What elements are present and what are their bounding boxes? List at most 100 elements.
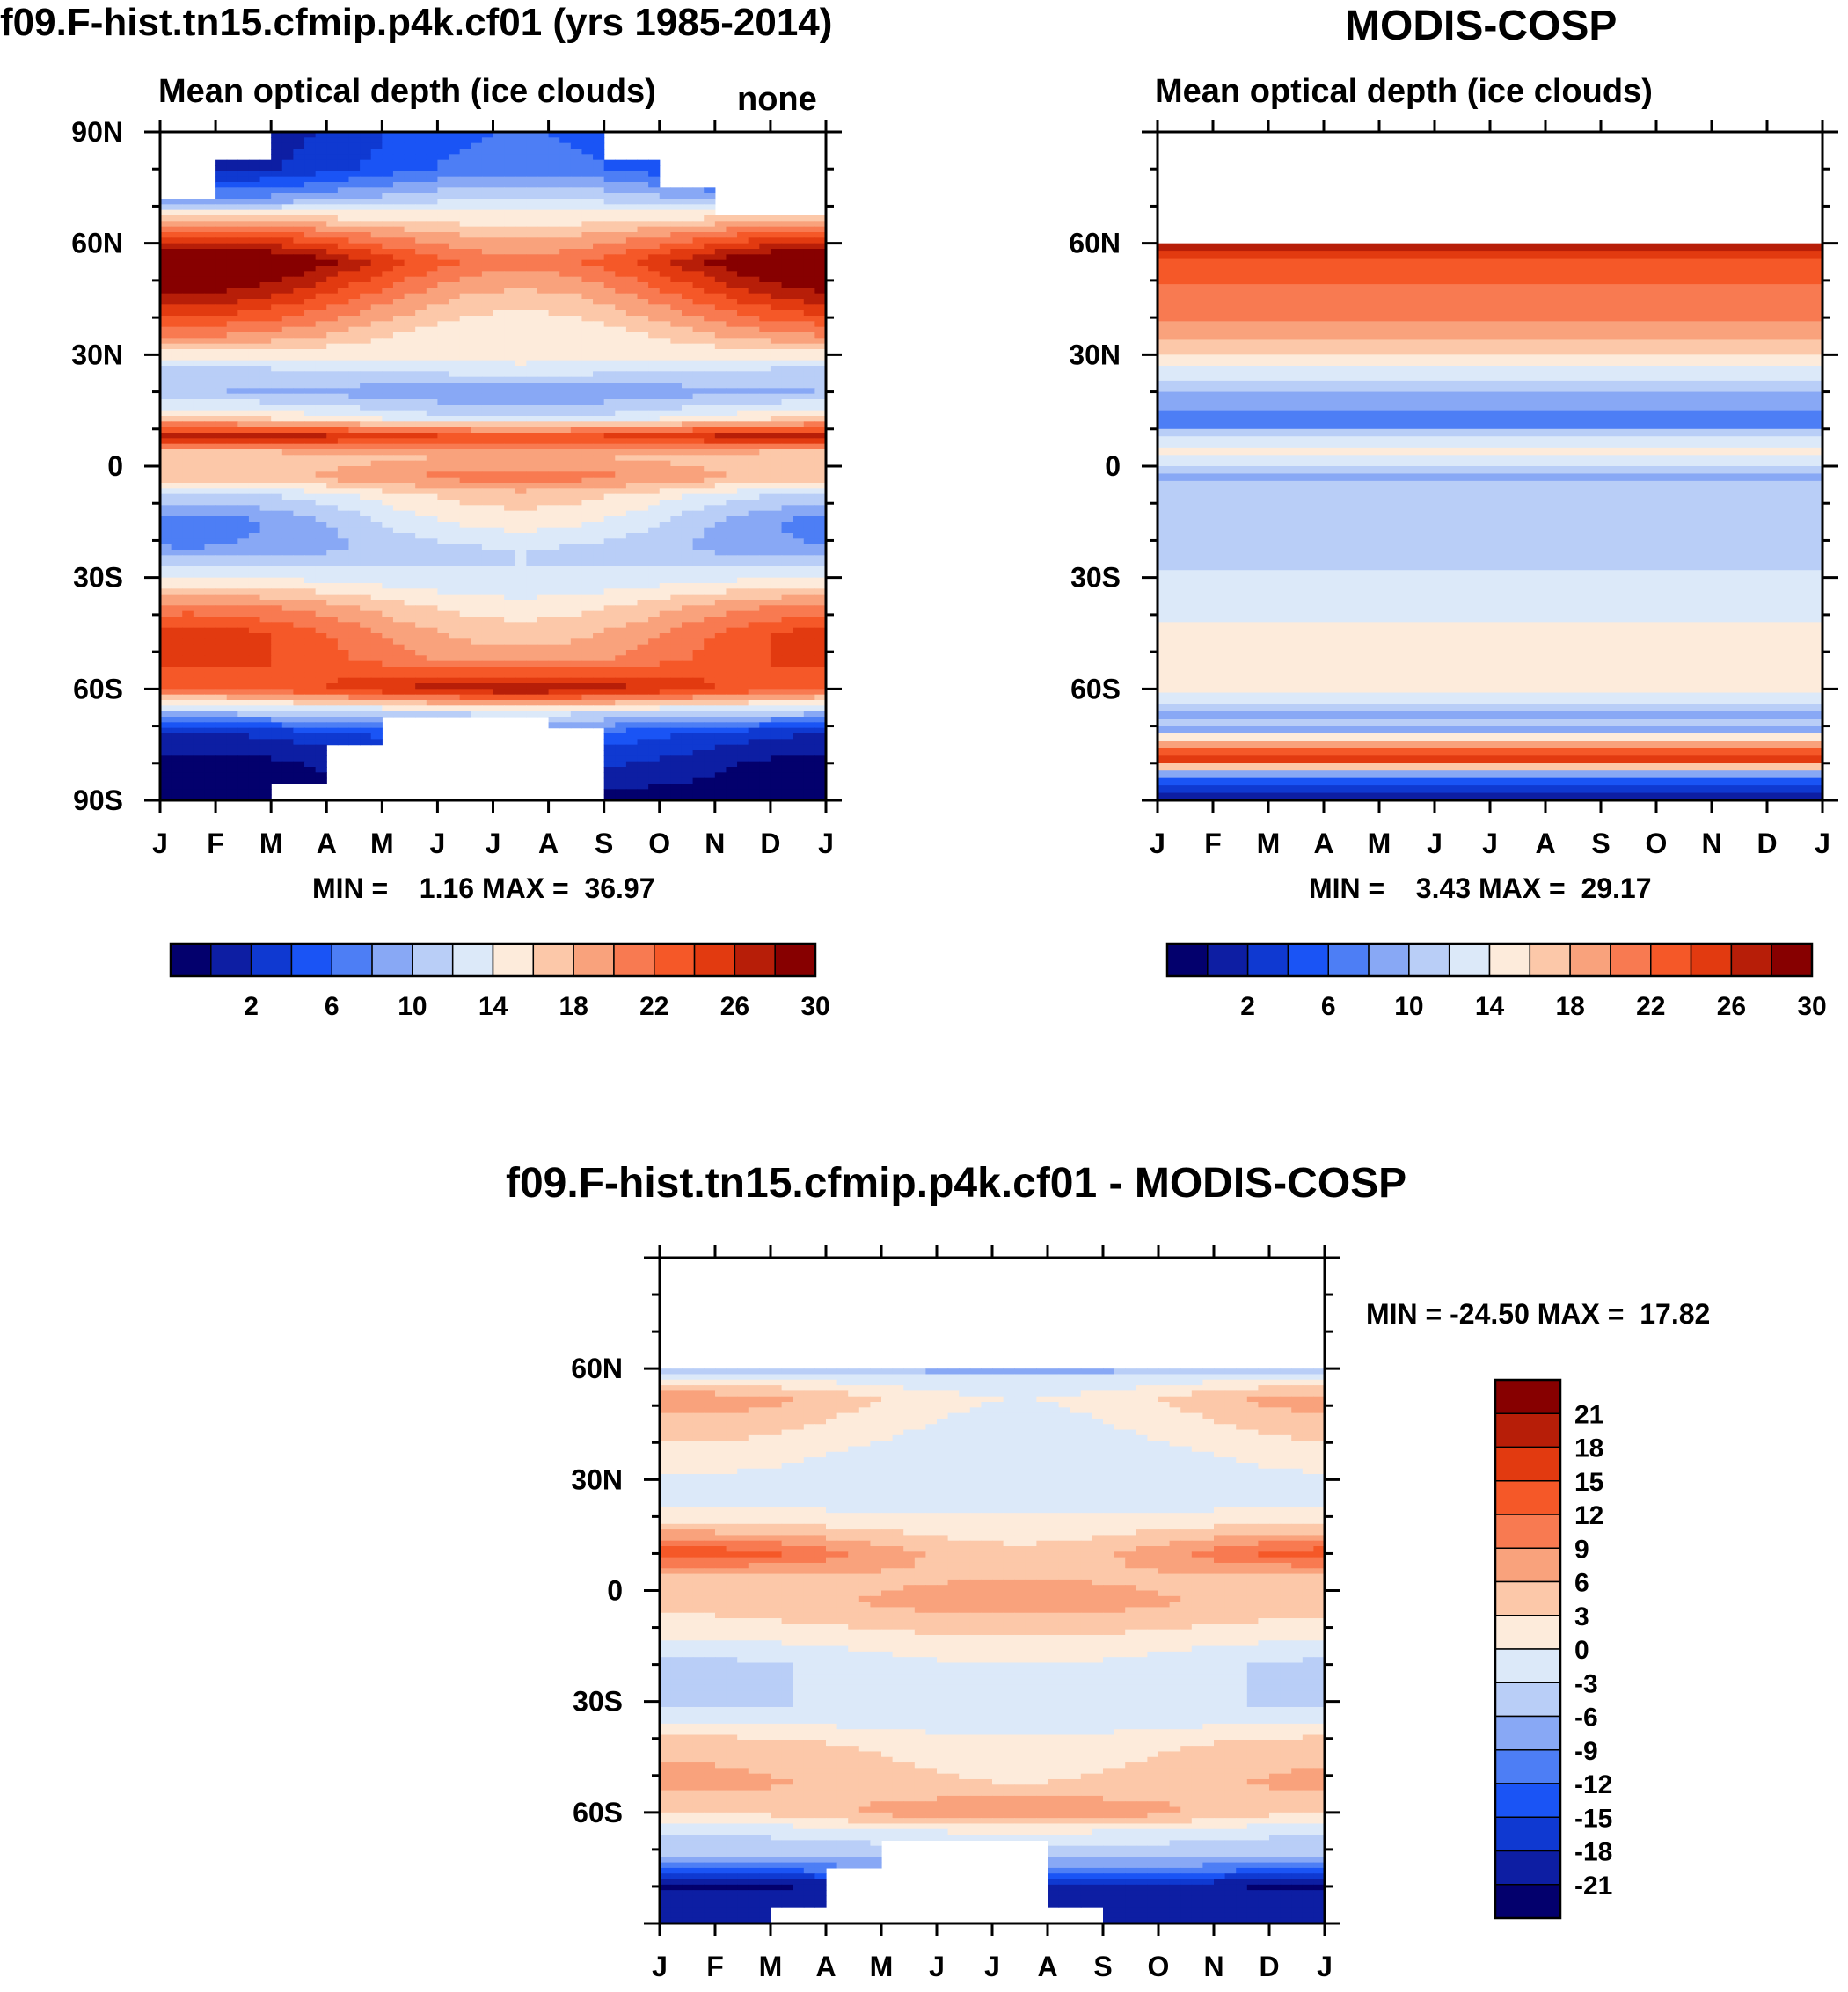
contour-cell — [481, 460, 494, 467]
contour-cell — [603, 533, 616, 539]
contour-cell — [326, 299, 339, 305]
contour-cell — [248, 405, 261, 412]
contour-cell — [404, 438, 416, 445]
contour-cell — [670, 243, 683, 250]
contour-cell — [793, 282, 805, 288]
contour-cell — [814, 488, 827, 495]
contour-cell — [259, 299, 272, 305]
contour-cell — [793, 527, 805, 534]
contour-cell — [382, 527, 394, 534]
contour-cell — [648, 617, 661, 623]
contour-cell — [581, 371, 594, 378]
contour-cell — [781, 493, 793, 500]
contour-cell — [493, 316, 505, 322]
contour-cell — [281, 221, 294, 228]
contour-cell — [593, 588, 605, 595]
contour-cell — [404, 271, 416, 278]
contour-cell — [603, 493, 616, 500]
contour-cell — [426, 416, 439, 422]
contour-cell — [248, 187, 261, 194]
contour-cell — [781, 572, 793, 579]
contour-cell — [570, 354, 583, 361]
contour-cell — [481, 443, 494, 450]
contour-cell — [215, 488, 228, 495]
contour-cell — [437, 572, 449, 579]
contour-cell — [237, 443, 250, 450]
contour-cell — [415, 399, 427, 405]
contour-cell — [714, 321, 727, 328]
contour-cell — [670, 321, 683, 328]
contour-cell — [570, 226, 583, 233]
contour-cell — [648, 249, 661, 255]
contour-cell — [793, 594, 805, 601]
contour-cell — [781, 550, 793, 556]
contour-cell — [471, 399, 483, 405]
contour-cell — [570, 610, 583, 617]
contour-cell — [625, 449, 639, 456]
contour-cell — [759, 516, 771, 522]
contour-cell — [248, 176, 261, 183]
contour-cell — [248, 193, 261, 200]
contour-cell — [171, 399, 183, 405]
model-panel: f09.F-hist.tn15.cfmip.p4k.cf01 (yrs 1985… — [0, 1, 842, 1021]
contour-cell — [437, 159, 449, 166]
contour-cell — [670, 566, 683, 573]
contour-cell — [337, 371, 350, 378]
contour-cell — [337, 610, 350, 617]
contour-cell — [215, 572, 228, 579]
contour-cell — [404, 427, 416, 434]
contour-cell — [481, 276, 494, 283]
contour-cell — [548, 165, 560, 171]
contour-cell — [559, 605, 572, 612]
contour-cell — [281, 433, 294, 439]
contour-cell — [493, 249, 505, 255]
contour-cell — [426, 443, 439, 450]
contour-cell — [348, 483, 361, 489]
contour-cell — [404, 293, 416, 300]
contour-cell — [459, 617, 471, 623]
contour-cell — [803, 522, 815, 529]
contour-cell — [793, 304, 805, 311]
contour-cell — [360, 577, 372, 584]
contour-cell — [526, 176, 538, 183]
contour-cell — [793, 455, 805, 462]
contour-cell — [559, 332, 572, 339]
contour-cell — [692, 383, 705, 389]
contour-cell — [204, 516, 216, 522]
contour-cell — [281, 176, 294, 183]
contour-cell — [226, 171, 238, 178]
contour-cell — [493, 304, 505, 311]
contour-cell — [670, 516, 683, 522]
contour-cell — [315, 588, 327, 595]
contour-cell — [182, 594, 194, 601]
contour-cell — [481, 349, 494, 355]
contour-cell — [625, 477, 639, 484]
contour-cell — [625, 600, 639, 606]
contour-cell — [360, 254, 372, 261]
contour-cell — [426, 555, 439, 562]
contour-cell — [348, 326, 361, 333]
contour-cell — [182, 533, 194, 539]
contour-cell — [449, 226, 461, 233]
contour-cell — [382, 516, 394, 522]
contour-cell — [382, 132, 394, 138]
contour-cell — [471, 471, 483, 478]
contour-cell — [504, 354, 516, 361]
contour-cell — [259, 199, 272, 205]
contour-cell — [293, 455, 305, 462]
contour-cell — [237, 483, 250, 489]
contour-cell — [404, 510, 416, 517]
contour-cell — [415, 466, 427, 472]
contour-cell — [593, 288, 605, 295]
contour-cell — [704, 610, 716, 617]
contour-cell — [370, 455, 383, 462]
contour-cell — [193, 538, 206, 545]
contour-cell — [781, 488, 793, 495]
contour-cell — [603, 249, 616, 255]
contour-cell — [160, 276, 172, 283]
contour-cell — [449, 488, 461, 495]
contour-cell — [537, 142, 550, 150]
contour-cell — [704, 271, 716, 278]
contour-cell — [304, 466, 317, 472]
contour-cell — [160, 550, 172, 556]
